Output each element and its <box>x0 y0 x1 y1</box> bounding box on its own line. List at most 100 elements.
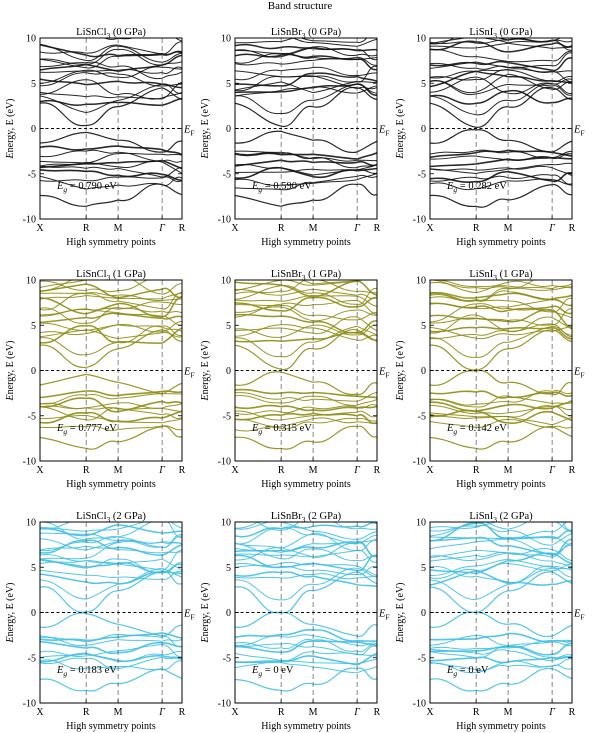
panel-subtitle: LiSnBr3 (1 GPa) <box>271 269 342 282</box>
band-line <box>430 68 572 83</box>
y-axis-label: Energy, E (eV) <box>5 99 16 160</box>
y-tick-label: 10 <box>416 34 426 45</box>
y-tick-label: 0 <box>421 124 426 135</box>
x-tick-label: X <box>426 223 434 234</box>
x-tick-label: Γ <box>548 707 555 718</box>
x-tick-label: Γ <box>353 465 360 476</box>
x-tick-label: Γ <box>548 223 555 234</box>
band-line <box>235 280 373 292</box>
band-line <box>40 131 182 153</box>
band-line <box>430 89 572 105</box>
band-panel-1: LiSnCl3 (0 GPa) -10 -5 0 5 10 X R M Γ R High symmet… <box>5 27 195 248</box>
band-line <box>40 79 182 100</box>
y-tick-label: 5 <box>226 79 231 90</box>
y-tick-label: -5 <box>418 411 426 422</box>
bands-group <box>430 522 572 692</box>
band-line <box>40 558 182 574</box>
band-line <box>430 567 572 601</box>
band-line <box>430 325 572 340</box>
band-line <box>235 522 377 540</box>
band-line <box>235 294 377 307</box>
x-axis-label: High symmetry points <box>456 237 546 248</box>
band-line <box>235 43 377 52</box>
band-line <box>430 655 572 664</box>
x-axis-label: High symmetry points <box>261 721 351 732</box>
y-axis-label: Energy, E (eV) <box>395 341 406 402</box>
fermi-label: EF <box>183 125 195 138</box>
band-line <box>430 399 572 412</box>
band-line <box>235 324 377 338</box>
x-axis-label: High symmetry points <box>261 237 351 248</box>
panel-subtitle: LiSnCl3 (1 GPa) <box>76 269 146 282</box>
band-line <box>235 280 377 295</box>
panel-subtitle: LiSnI3 (1 GPa) <box>469 269 533 282</box>
fermi-label: EF <box>573 125 585 138</box>
y-tick-label: 5 <box>421 321 426 332</box>
x-tick-label: R <box>374 707 381 718</box>
band-line <box>235 417 377 432</box>
band-line <box>430 76 572 95</box>
y-tick-label: -5 <box>223 169 231 180</box>
band-line <box>430 280 535 289</box>
x-tick-label: M <box>504 223 513 234</box>
band-gap-label: Eg = 0.142 eV <box>446 423 507 436</box>
x-tick-label: X <box>36 465 44 476</box>
band-line <box>430 611 572 638</box>
y-tick-label: 5 <box>31 79 36 90</box>
band-line <box>235 652 377 666</box>
y-axis-label: Energy, E (eV) <box>200 583 211 644</box>
x-tick-label: R <box>473 465 480 476</box>
band-line <box>430 522 572 533</box>
band-line <box>235 324 377 341</box>
x-tick-label: M <box>309 707 318 718</box>
band-panel-7: LiSnCl3 (2 GPa) -10 -5 0 5 10 X R M Γ R High symmet… <box>5 511 195 732</box>
band-panel-9: LiSnI3 (2 GPa) -10 -5 0 5 10 X R M Γ R High symmetr… <box>395 511 585 732</box>
band-line <box>40 292 182 301</box>
band-gap-label: Eg = 0.777 eV <box>56 423 117 436</box>
x-tick-label: X <box>36 707 44 718</box>
y-tick-label: 10 <box>26 518 36 529</box>
band-line <box>430 52 572 70</box>
y-tick-label: -5 <box>28 653 36 664</box>
y-axis-label: Energy, E (eV) <box>200 99 211 160</box>
y-tick-label: -5 <box>418 169 426 180</box>
y-tick-label: 5 <box>226 321 231 332</box>
x-tick-label: Γ <box>353 223 360 234</box>
y-tick-label: 10 <box>221 518 231 529</box>
band-line <box>40 414 182 424</box>
panel-subtitle: LiSnI3 (2 GPa) <box>469 511 533 524</box>
band-line <box>235 371 377 396</box>
y-tick-label: 0 <box>226 124 231 135</box>
band-line <box>40 522 182 532</box>
band-line <box>235 638 377 653</box>
band-line <box>235 404 377 415</box>
fermi-label: EF <box>378 609 390 622</box>
y-tick-label: -10 <box>218 215 231 226</box>
y-axis-label: Energy, E (eV) <box>395 583 406 644</box>
y-tick-label: 5 <box>31 563 36 574</box>
x-tick-label: R <box>374 465 381 476</box>
band-line <box>430 302 572 315</box>
band-line <box>430 70 572 88</box>
band-line <box>430 639 572 650</box>
figure-title: Band structure <box>267 0 333 12</box>
band-line <box>235 571 377 588</box>
bands-group <box>40 38 182 207</box>
y-tick-label: -10 <box>413 215 426 226</box>
y-tick-label: 10 <box>416 518 426 529</box>
y-tick-label: -5 <box>223 653 231 664</box>
fermi-label: EF <box>183 367 195 380</box>
x-tick-label: R <box>569 707 576 718</box>
y-axis-label: Energy, E (eV) <box>5 341 16 402</box>
band-line <box>430 80 572 96</box>
band-line <box>235 130 377 153</box>
band-panel-8: LiSnBr3 (2 GPa) -10 -5 0 5 10 X R M Γ R High symmet… <box>200 511 390 732</box>
band-line <box>430 409 572 424</box>
panel-subtitle: LiSnBr3 (2 GPa) <box>271 511 342 524</box>
band-gap-label: Eg = 0.282 eV <box>446 181 507 194</box>
band-line <box>235 412 377 425</box>
band-line <box>40 425 182 431</box>
band-gap-label: Eg = 0.183 eV <box>56 665 117 678</box>
band-line <box>40 280 100 288</box>
bands-group <box>430 38 572 208</box>
